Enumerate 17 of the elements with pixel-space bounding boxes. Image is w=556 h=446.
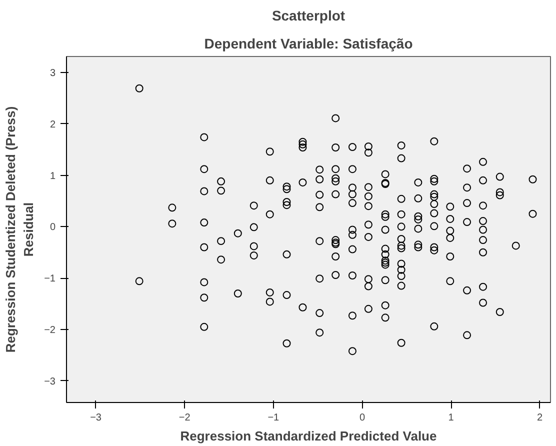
y-tick-label: 1	[50, 170, 56, 182]
x-tick-label: −2	[178, 412, 191, 424]
y-tick-label: −2	[44, 324, 56, 336]
y-tick-label: 2	[50, 119, 56, 130]
y-tick-label: 0	[50, 222, 56, 234]
x-tick-label: 1	[448, 412, 454, 424]
x-tick-label: 0	[359, 412, 366, 424]
x-tick-label: −3	[90, 412, 102, 424]
chart-title: Scatterplot	[272, 8, 346, 24]
y-tick-label: 3	[50, 68, 56, 79]
chart-subtitle: Dependent Variable: Satisfação	[204, 36, 413, 52]
x-axis-title: Regression Standardized Predicted Value	[180, 428, 437, 444]
y-axis-title: Regression Studentized Deleted (Press) Residual	[3, 106, 36, 353]
x-tick-label: −1	[268, 412, 280, 424]
y-tick-label: −3	[44, 376, 56, 388]
x-tick-label: 2	[537, 412, 544, 424]
y-tick-label: −1	[44, 274, 56, 285]
